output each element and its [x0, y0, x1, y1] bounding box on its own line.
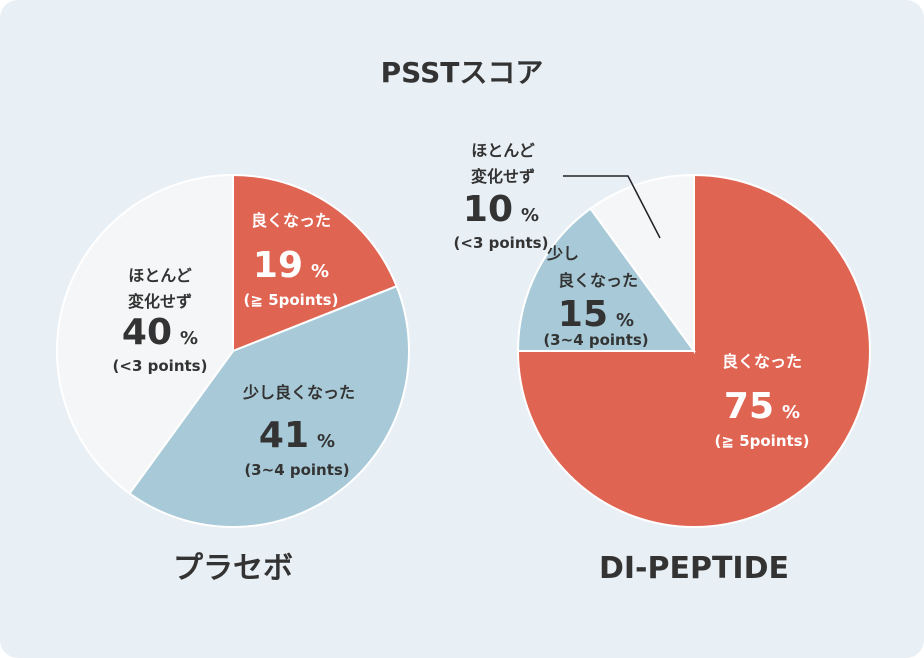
dipeptide-slice-much-better	[516, 173, 871, 528]
dipeptide-no-change-note: (<3 points)	[454, 234, 549, 252]
pie-placebo: 良くなった 19% (≧ 5points) 少し良くなった 41% (3~4 p…	[56, 173, 410, 586]
pie-di-peptide: 良くなった 75% (≧ 5points) 少し 良くなった 15% (3~4 …	[454, 141, 871, 586]
placebo-no-change-label-line1: ほとんど	[128, 266, 192, 285]
placebo-no-change-value: 40%	[122, 312, 198, 353]
placebo-slice-no-change	[56, 173, 234, 495]
dipeptide-slightly-better-value: 15%	[558, 294, 634, 335]
placebo-slice-much-better	[232, 173, 398, 353]
dipeptide-much-better-label: 良くなった	[722, 352, 802, 371]
dipeptide-no-change-value: 10%	[463, 189, 539, 230]
placebo-slightly-better-label: 少し良くなった	[242, 383, 355, 402]
dipeptide-slightly-better-note: (3~4 points)	[543, 331, 648, 349]
placebo-slice-slightly-better	[128, 284, 410, 528]
placebo-no-change-note: (<3 points)	[113, 357, 208, 375]
placebo-much-better-value: 19%	[253, 245, 329, 286]
dipeptide-no-change-leader-line	[563, 175, 661, 239]
placebo-chart-name: プラセボ	[173, 551, 293, 586]
chart-title: PSSTスコア	[381, 56, 544, 89]
placebo-slightly-better-value: 41%	[259, 415, 335, 456]
dipeptide-no-change-label-line1: ほとんど	[471, 141, 535, 160]
dipeptide-slice-no-change	[589, 173, 695, 355]
dipeptide-slightly-better-label-line2: 良くなった	[558, 271, 638, 290]
dipeptide-much-better-value: 75%	[724, 386, 800, 427]
placebo-much-better-note: (≧ 5points)	[244, 291, 339, 309]
dipeptide-slightly-better-label-line1: 少し	[546, 244, 579, 263]
placebo-much-better-label: 良くなった	[251, 211, 331, 230]
dipeptide-no-change-label-line2: 変化せず	[471, 167, 535, 186]
dipeptide-slice-slightly-better	[516, 207, 696, 352]
placebo-no-change-label-line2: 変化せず	[128, 292, 192, 311]
placebo-slightly-better-note: (3~4 points)	[244, 461, 349, 479]
dipeptide-chart-name: DI-PEPTIDE	[599, 551, 789, 586]
dipeptide-much-better-note: (≧ 5points)	[715, 432, 810, 450]
